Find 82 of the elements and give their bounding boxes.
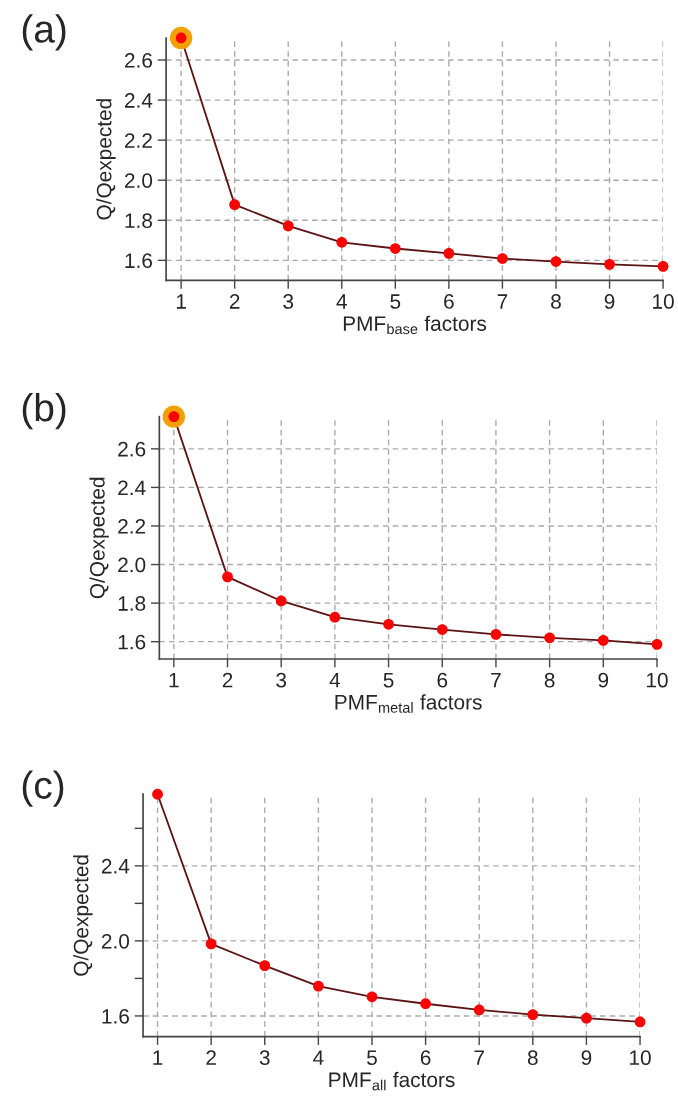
x-tick-label: 3 [276, 672, 287, 688]
x-tick-label: 6 [437, 672, 448, 688]
y-tick-label: 1.6 [102, 1008, 129, 1024]
y-tick-label: 2.0 [118, 557, 146, 573]
point [443, 247, 455, 259]
x-tick-label: 6 [444, 294, 454, 309]
point [473, 1004, 485, 1016]
chart-title: (a) [22, 14, 66, 51]
x-tick-label: 3 [259, 1050, 270, 1066]
point [657, 260, 669, 272]
y-tick-label: 2.6 [118, 441, 146, 457]
x-tick-label: 3 [283, 294, 294, 309]
point [205, 938, 217, 950]
point [389, 243, 401, 254]
y-tick-label: 2.4 [125, 93, 153, 108]
x-tick-label: 2 [222, 672, 233, 688]
y-tick-label: 2.0 [125, 173, 153, 188]
x-tick-label: 2 [206, 1050, 216, 1065]
x-tick-label: 1 [169, 672, 179, 688]
point [336, 236, 348, 248]
point [329, 611, 341, 623]
y-axis-title: Q/Qexpected [73, 855, 93, 976]
x-tick-label: 9 [604, 294, 615, 309]
y-axis-title: Q/Qexpected [89, 477, 109, 599]
x-tick-label: 7 [497, 294, 508, 309]
point [544, 632, 555, 644]
y-tick-label: 2.2 [125, 133, 152, 148]
point [152, 788, 163, 800]
x-tick-label: 1 [176, 294, 186, 309]
x-tick-label: 4 [313, 1050, 324, 1065]
point [275, 595, 287, 607]
y-tick-label: 2.0 [101, 933, 130, 949]
point [497, 253, 508, 264]
x-tick-label: 4 [329, 672, 341, 688]
y-tick-label: 2.6 [125, 53, 152, 68]
x-axis-title: PMF$_{base}$ factors [343, 315, 487, 335]
x-tick-label: 8 [527, 1050, 538, 1066]
point [527, 1009, 539, 1021]
y-tick-label: 1.8 [118, 596, 146, 611]
y-axis-title: Q/Qexpected [96, 99, 116, 220]
x-tick-label: 8 [551, 294, 561, 309]
chart-title: (c) [22, 770, 64, 807]
point [229, 199, 241, 211]
y-tick-label: 2.4 [118, 480, 146, 495]
point [581, 1012, 592, 1024]
x-tick-label: 4 [336, 294, 347, 309]
point [597, 634, 609, 646]
x-tick-label: 9 [598, 672, 609, 688]
point [634, 1016, 646, 1028]
x-tick-label: 5 [367, 1050, 377, 1066]
point [383, 618, 394, 630]
point [312, 980, 324, 992]
point [436, 624, 448, 635]
x-axis-title: PMF$_{metal}$ factors [335, 694, 482, 713]
point [604, 258, 615, 270]
x-tick-label: 10 [646, 672, 668, 688]
point [550, 256, 562, 267]
x-tick-label: 5 [390, 294, 401, 309]
point [366, 991, 378, 1003]
point [259, 960, 271, 972]
y-tick-label: 2.4 [101, 858, 130, 874]
y-tick-label: 1.6 [125, 253, 152, 269]
point [490, 628, 502, 640]
x-tick-label: 10 [630, 1050, 651, 1066]
x-tick-label: 10 [653, 294, 674, 309]
x-tick-label: 9 [581, 1050, 592, 1066]
x-tick-label: 8 [544, 672, 555, 688]
point [420, 998, 431, 1010]
point [282, 220, 294, 232]
x-tick-label: 1 [153, 1050, 163, 1065]
x-tick-label: 7 [491, 672, 501, 688]
point [222, 571, 233, 583]
x-tick-label: 6 [420, 1050, 431, 1066]
y-tick-label: 1.8 [125, 213, 153, 229]
point [651, 639, 663, 650]
x-axis-title: PMF$_{all}$ factors [329, 1071, 455, 1091]
chart-title: (b) [22, 392, 66, 430]
y-tick-label: 2.2 [118, 518, 146, 534]
x-tick-label: 5 [383, 672, 394, 688]
y-tick-label: 1.6 [118, 634, 146, 650]
x-tick-label: 7 [474, 1050, 484, 1065]
x-tick-label: 2 [229, 294, 240, 309]
